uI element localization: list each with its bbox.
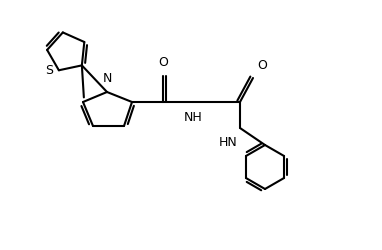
Text: HN: HN — [219, 136, 238, 149]
Text: NH: NH — [184, 111, 202, 124]
Text: O: O — [257, 59, 267, 72]
Text: O: O — [158, 56, 168, 69]
Text: S: S — [45, 64, 53, 77]
Text: N: N — [102, 72, 112, 85]
